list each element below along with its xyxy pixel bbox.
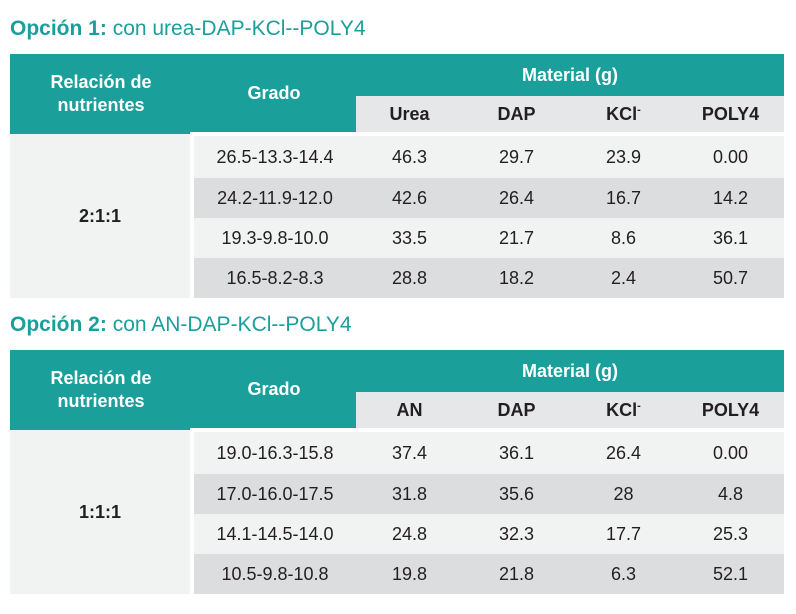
value-cell: 33.5 [356, 218, 463, 258]
option-2-title: Opción 2: con AN-DAP-KCl--POLY4 [10, 310, 783, 350]
value-cell: 14.2 [677, 178, 785, 218]
value-cell: 26.4 [463, 178, 570, 218]
table-row: 10.5-9.8-10.8 19.8 21.8 6.3 52.1 [10, 554, 785, 594]
option-2-text: con AN-DAP-KCl--POLY4 [112, 313, 352, 336]
value-cell: 32.3 [463, 514, 570, 554]
value-cell: 42.6 [356, 178, 463, 218]
value-cell: 36.1 [463, 428, 570, 474]
option-1-table: Relación de nutrientes Grado Material (g… [10, 54, 785, 298]
value-cell: 21.8 [463, 554, 570, 594]
value-cell: 25.3 [677, 514, 785, 554]
table-row: 1:1:1 19.0-16.3-15.8 37.4 36.1 26.4 0.00 [10, 428, 785, 594]
value-cell: 28 [570, 474, 677, 514]
option-1-section: Opción 1: con urea-DAP-KCl--POLY4 Relaci… [10, 14, 785, 298]
value-cell: 46.3 [356, 132, 463, 178]
value-cell: 16.7 [570, 178, 677, 218]
value-cell: 29.7 [463, 132, 570, 178]
option-1-text: con urea-DAP-KCl--POLY4 [112, 17, 366, 40]
option-2-section: Opción 2: con AN-DAP-KCl--POLY4 Relación… [10, 310, 785, 594]
table-row: 17.0-16.0-17.5 31.8 35.6 28 4.8 [10, 474, 785, 514]
value-cell: 31.8 [356, 474, 463, 514]
kcl-label: KCl [606, 103, 638, 124]
value-cell: 18.2 [463, 258, 570, 298]
kcl-label: KCl [606, 399, 638, 420]
material-header: Material (g) [356, 54, 785, 96]
column-header-kcl: KCl- [570, 392, 677, 430]
grade-header: Grado [192, 350, 356, 430]
ratio-header: Relación de nutrientes [10, 54, 192, 134]
value-cell: 37.4 [356, 428, 463, 474]
value-cell: 17.7 [570, 514, 677, 554]
value-cell: 6.3 [570, 554, 677, 594]
value-cell: 26.4 [570, 428, 677, 474]
column-header-an: AN [356, 392, 463, 430]
option-2-label: Opción 2: [10, 313, 107, 336]
value-cell: 4.8 [677, 474, 785, 514]
grade-cell: 19.0-16.3-15.8 [192, 428, 356, 474]
table-row: 19.3-9.8-10.0 33.5 21.7 8.6 36.1 [10, 218, 785, 258]
grade-cell: 10.5-9.8-10.8 [192, 554, 356, 594]
grade-header: Grado [192, 54, 356, 134]
value-cell: 2.4 [570, 258, 677, 298]
value-cell: 0.00 [677, 428, 785, 474]
value-cell: 50.7 [677, 258, 785, 298]
value-cell: 35.6 [463, 474, 570, 514]
column-header-dap: DAP [463, 96, 570, 134]
value-cell: 21.7 [463, 218, 570, 258]
material-header: Material (g) [356, 350, 785, 392]
grade-cell: 14.1-14.5-14.0 [192, 514, 356, 554]
table-row: 2:1:1 26.5-13.3-14.4 46.3 29.7 23.9 0.00 [10, 132, 785, 298]
table-row: 24.2-11.9-12.0 42.6 26.4 16.7 14.2 [10, 178, 785, 218]
option-1-title: Opción 1: con urea-DAP-KCl--POLY4 [10, 14, 783, 54]
column-header-kcl: KCl- [570, 96, 677, 134]
table-row: 16.5-8.2-8.3 28.8 18.2 2.4 50.7 [10, 258, 785, 298]
option-2-table: Relación de nutrientes Grado Material (g… [10, 350, 785, 594]
grade-cell: 16.5-8.2-8.3 [192, 258, 356, 298]
nutrient-ratio-cell: 1:1:1 [10, 430, 194, 594]
value-cell: 52.1 [677, 554, 785, 594]
option-1-label: Opción 1: [10, 17, 107, 40]
grade-cell: 19.3-9.8-10.0 [192, 218, 356, 258]
value-cell: 0.00 [677, 132, 785, 178]
ratio-header: Relación de nutrientes [10, 350, 192, 430]
value-cell: 19.8 [356, 554, 463, 594]
grade-cell: 17.0-16.0-17.5 [192, 474, 356, 514]
value-cell: 24.8 [356, 514, 463, 554]
column-header-urea: Urea [356, 96, 463, 134]
kcl-superscript: - [637, 399, 641, 412]
value-cell: 23.9 [570, 132, 677, 178]
grade-cell: 24.2-11.9-12.0 [192, 178, 356, 218]
column-header-poly4: POLY4 [677, 392, 785, 430]
value-cell: 36.1 [677, 218, 785, 258]
table-row: 14.1-14.5-14.0 24.8 32.3 17.7 25.3 [10, 514, 785, 554]
kcl-superscript: - [637, 103, 641, 116]
column-header-dap: DAP [463, 392, 570, 430]
value-cell: 28.8 [356, 258, 463, 298]
column-header-poly4: POLY4 [677, 96, 785, 134]
grade-cell: 26.5-13.3-14.4 [192, 132, 356, 178]
nutrient-ratio-cell: 2:1:1 [10, 134, 194, 298]
value-cell: 8.6 [570, 218, 677, 258]
